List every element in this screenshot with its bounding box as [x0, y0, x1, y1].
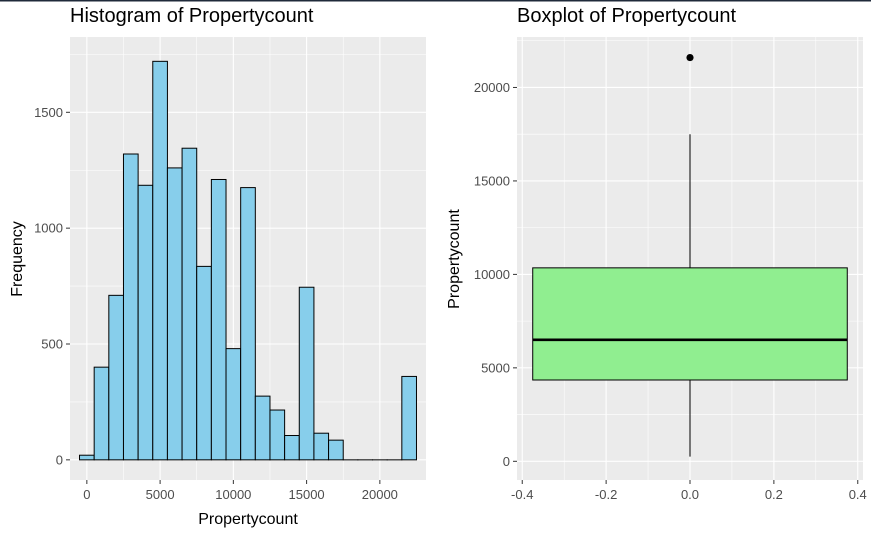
boxplot-chart: Boxplot of Propertycount -0.4 -0.2 0.0 0.2 0…: [446, 5, 867, 502]
histogram-bar: [269, 409, 286, 461]
boxplot-y-tick-label: 0: [503, 454, 510, 469]
boxplot-x-tick-label: 0.4: [849, 487, 867, 502]
boxplot-x-tick-label: -0.2: [595, 487, 617, 502]
histogram-bar: [122, 153, 139, 461]
histogram-bar: [284, 435, 300, 461]
histogram-bar: [93, 366, 110, 461]
boxplot-title: Boxplot of Propertycount: [517, 5, 736, 27]
histogram-bar: [240, 187, 256, 461]
boxplot-y-tick-label: 5000: [481, 360, 510, 375]
histogram-bar: [328, 439, 344, 461]
histogram-bar: [166, 167, 183, 461]
histogram-bar: [298, 286, 315, 461]
boxplot-box: [532, 267, 848, 381]
histogram-bar: [225, 348, 242, 461]
histogram-bar: [196, 265, 212, 461]
histogram-y-tick-labels: 0 500 1000 1500: [34, 105, 63, 468]
histogram-y-axis-title: Frequency: [9, 221, 26, 297]
histogram-x-tick-label: 5000: [146, 487, 175, 502]
histogram-bar: [152, 60, 168, 461]
boxplot-y-tick-label: 20000: [474, 80, 510, 95]
histogram-x-tick-label: 15000: [289, 487, 325, 502]
histogram-x-tick-labels: 0 5000 10000 15000 20000: [83, 487, 398, 502]
boxplot-marks: [532, 53, 848, 457]
boxplot-y-tick-labels: 0 5000 10000 15000 20000: [474, 80, 510, 469]
histogram-bar: [313, 432, 330, 461]
histogram-bar: [254, 395, 271, 461]
histogram-bar: [108, 294, 124, 461]
boxplot-x-tick-label: 0.0: [681, 487, 699, 502]
boxplot-outlier-point: [686, 53, 694, 62]
histogram-ticks: [66, 111, 381, 484]
histogram-y-tick-label: 1500: [34, 105, 63, 120]
histogram-x-tick-label: 20000: [362, 487, 398, 502]
boxplot-ticks: [513, 86, 859, 484]
histogram-y-tick-label: 500: [41, 336, 63, 351]
histogram-bar: [401, 375, 417, 461]
histogram-x-tick-label: 0: [83, 487, 90, 502]
boxplot-y-tick-label: 15000: [474, 173, 510, 188]
boxplot-x-tick-labels: -0.4 -0.2 0.0 0.2 0.4: [511, 487, 867, 502]
histogram-title: Histogram of Propertycount: [70, 5, 314, 27]
histogram-x-axis-title: Propertycount: [198, 511, 298, 528]
boxplot-x-tick-label: 0.2: [765, 487, 783, 502]
boxplot-y-tick-label: 10000: [474, 267, 510, 282]
histogram-bar: [181, 147, 198, 461]
histogram-bar: [137, 184, 154, 461]
histogram-y-tick-label: 1000: [34, 221, 63, 236]
histogram-bar: [79, 454, 95, 461]
histogram-y-tick-label: 0: [56, 452, 63, 467]
histogram-chart: Histogram of Propertycount 0 5000 10000 150…: [9, 5, 426, 528]
boxplot-x-tick-label: -0.4: [511, 487, 533, 502]
histogram-x-tick-label: 10000: [215, 487, 251, 502]
boxplot-y-axis-title: Propertycount: [446, 209, 463, 309]
histogram-bars: [79, 60, 417, 461]
window-top-border: [0, 0, 871, 2]
histogram-bar: [210, 178, 227, 461]
